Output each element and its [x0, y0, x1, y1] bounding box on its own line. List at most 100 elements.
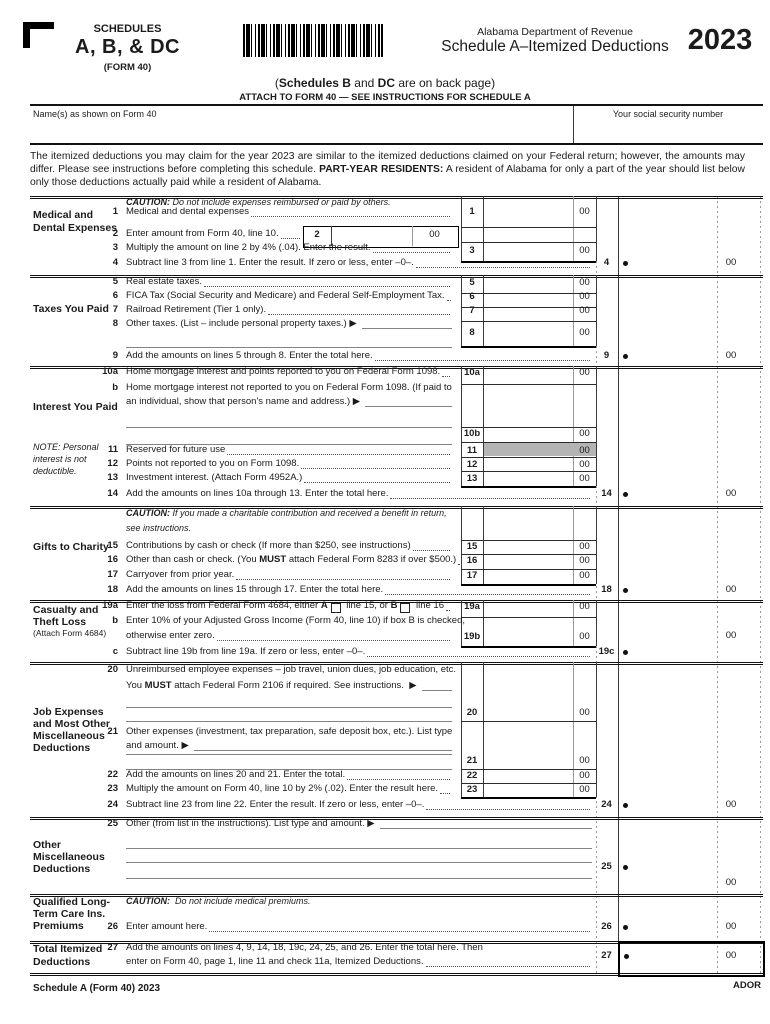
box-b-checkbox[interactable]: [400, 602, 411, 613]
line20-text-2: You: [126, 680, 145, 691]
box-border: [483, 662, 484, 797]
line21-writein[interactable]: [193, 749, 452, 751]
line15-amount-input[interactable]: [484, 541, 573, 553]
line26-number: 26: [107, 921, 118, 932]
attach-note: ATTACH TO FORM 40 — SEE INSTRUCTIONS FOR…: [239, 92, 531, 103]
line10a-text: Home mortgage interest and points report…: [126, 366, 441, 377]
section-rule: [30, 366, 763, 369]
line21-writein-2[interactable]: [126, 754, 452, 755]
dotted-leader: [216, 639, 450, 641]
line19a-row: Enter the loss from Federal Form 4684, e…: [126, 600, 452, 613]
line7-amount-input[interactable]: [484, 308, 573, 320]
line19b-row: otherwise enter zero.: [126, 630, 452, 642]
line18-total-amount-input[interactable]: [632, 585, 716, 599]
ssn-input[interactable]: [575, 119, 761, 142]
line1-row: Medical and dental expenses: [126, 206, 452, 218]
line19b-text-2: otherwise enter zero.: [126, 630, 215, 641]
line20-writein-2[interactable]: [126, 707, 452, 708]
line20-writein-3[interactable]: [126, 721, 452, 722]
box-line: [461, 384, 596, 385]
dotted-leader: [446, 299, 451, 301]
line1-amount-input[interactable]: [484, 197, 573, 226]
line20-writein[interactable]: [421, 689, 452, 691]
line8-writein[interactable]: [361, 327, 452, 329]
line11-box-number: 11: [466, 445, 478, 456]
line3-cents: 00: [579, 245, 590, 256]
line27-total-box: [618, 941, 765, 977]
line8-text: Other taxes. (List – include personal pr…: [126, 318, 347, 329]
line13-amount-input[interactable]: [484, 473, 573, 485]
line10b-amount-input[interactable]: [484, 428, 573, 441]
line19a-amount-input[interactable]: [484, 601, 573, 616]
line4-total-number: 4: [603, 257, 610, 268]
line25-writein-4[interactable]: [126, 878, 592, 879]
line10b-writein[interactable]: [365, 405, 452, 407]
line4-total-cents: 00: [725, 257, 737, 268]
line5-text: Real estate taxes.: [126, 276, 203, 287]
box-border: [596, 366, 597, 486]
line19c-total-amount-input[interactable]: [632, 620, 716, 658]
line27-total-amount-input[interactable]: [634, 944, 716, 970]
line13-number: 13: [107, 472, 118, 483]
box-border: [461, 366, 462, 486]
dotted-leader: [390, 497, 590, 499]
line10a-amount-input[interactable]: [484, 367, 573, 382]
line26-total-cents: 00: [725, 921, 737, 932]
line8-writein-2[interactable]: [126, 347, 452, 348]
dotted-leader: [445, 609, 450, 611]
box-a-checkbox[interactable]: [330, 602, 341, 613]
line6-amount-input[interactable]: [484, 294, 573, 306]
section-label-casualty-sub: (Attach Form 4684): [33, 628, 107, 638]
line9-total-amount-input[interactable]: [632, 348, 716, 364]
line7-row: Railroad Retirement (Tier 1 only).: [126, 304, 452, 316]
box-line: [461, 293, 596, 294]
line25-writein-3[interactable]: [126, 862, 592, 863]
line22-box-number: 22: [466, 770, 478, 781]
line10a-cents: 00: [579, 367, 590, 378]
form40-label: (FORM 40): [103, 61, 152, 73]
box-border: [573, 506, 574, 584]
line25-total-number: 25: [601, 861, 612, 872]
name-input[interactable]: [31, 119, 571, 142]
box-line-bold: [461, 486, 596, 488]
line23-cents: 00: [579, 784, 590, 795]
box-border: [412, 226, 413, 246]
line17-row: Carryover from prior year.: [126, 569, 452, 581]
line7-box-number: 7: [469, 305, 475, 316]
box-border: [331, 226, 332, 246]
box-line-bold: [461, 646, 596, 648]
line22-amount-input[interactable]: [484, 770, 573, 782]
line14-total-amount-input[interactable]: [632, 488, 716, 504]
line20-amount-input[interactable]: [484, 664, 573, 719]
line6-text: FICA Tax (Social Security and Medicare) …: [126, 290, 445, 301]
line25-writein[interactable]: [379, 827, 592, 829]
box-line-bold: [461, 346, 596, 348]
line12-amount-input[interactable]: [484, 459, 573, 470]
arrow-icon: ▶: [350, 396, 361, 407]
line10b-writein-3[interactable]: [126, 444, 452, 445]
line25-total-amount-input[interactable]: [632, 820, 716, 875]
line16-amount-input[interactable]: [484, 556, 573, 568]
bullet: [623, 865, 628, 870]
line21-writein-3[interactable]: [126, 769, 452, 770]
line8-amount-input[interactable]: [484, 322, 573, 345]
line21-amount-input[interactable]: [484, 723, 573, 767]
line19b-amount-input[interactable]: [484, 619, 573, 644]
line23-amount-input[interactable]: [484, 784, 573, 796]
line5-box-number: 5: [469, 277, 475, 288]
box-line-bold: [461, 797, 596, 799]
line5-amount-input[interactable]: [484, 277, 573, 292]
box-border: [461, 196, 462, 261]
line17-amount-input[interactable]: [484, 570, 573, 583]
box-line: [461, 471, 596, 472]
line10b-writein-2[interactable]: [126, 427, 452, 428]
dotted-leader: [426, 808, 590, 810]
reserved-shaded-cell: [484, 443, 596, 456]
line26-total-amount-input[interactable]: [632, 900, 716, 938]
line19a-text: Enter the loss from Federal Form 4684, e…: [126, 600, 321, 611]
line2-inline-box: [303, 226, 459, 248]
line4-total-amount-input[interactable]: [632, 250, 716, 270]
line18-text: Add the amounts on lines 15 through 17. …: [126, 584, 384, 595]
line25-writein-2[interactable]: [126, 848, 592, 849]
line24-total-amount-input[interactable]: [632, 799, 716, 814]
